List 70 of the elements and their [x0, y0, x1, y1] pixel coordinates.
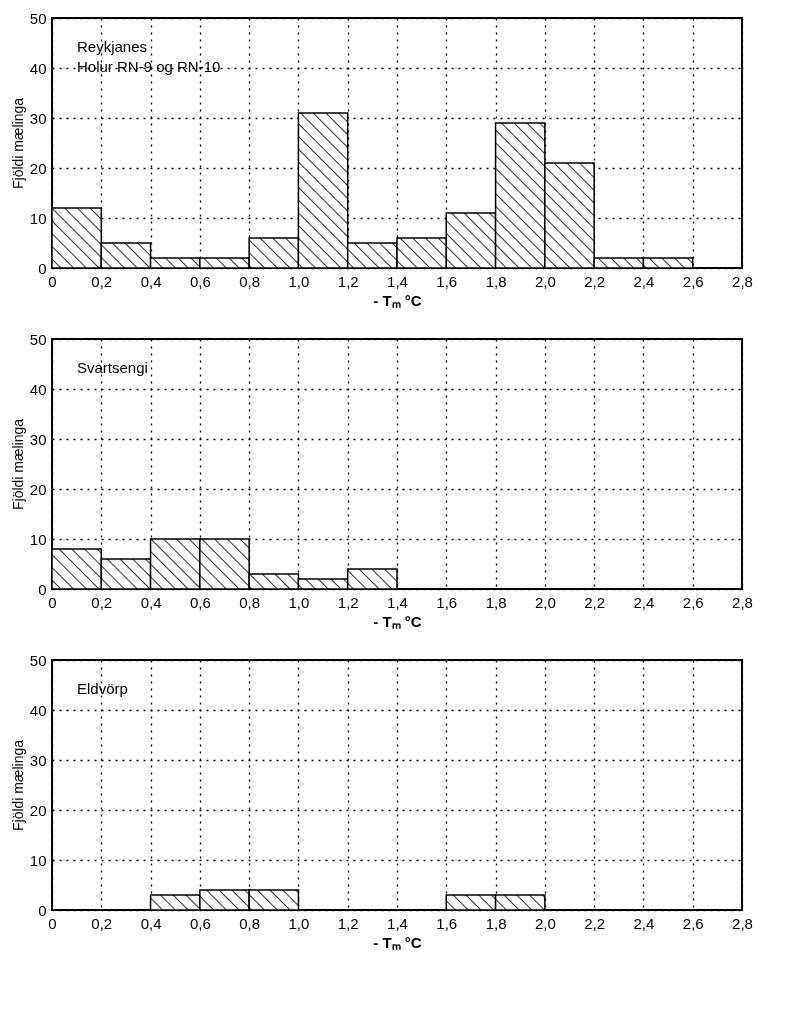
- x-tick-label: 2,6: [682, 593, 704, 611]
- x-tick-label: 2,4: [633, 914, 655, 932]
- y-tick-label: 50: [29, 330, 47, 348]
- x-tick-label: 1,8: [485, 593, 507, 611]
- y-tick-label: 40: [29, 380, 47, 398]
- x-tick-label: 1,6: [436, 272, 458, 290]
- x-tick-label: 0,8: [239, 914, 261, 932]
- x-tick-label: 1,2: [337, 593, 359, 611]
- x-tick-label: 1,6: [436, 593, 458, 611]
- x-tick-label: 0,4: [140, 914, 162, 932]
- y-tick-label: 40: [29, 701, 47, 719]
- x-tick-label: 2,2: [584, 593, 606, 611]
- x-tick-label: 1,4: [387, 914, 408, 932]
- x-tick-label: 2,6: [682, 914, 704, 932]
- x-tick-label: 2,2: [584, 914, 606, 932]
- annotation: Reykjanes: [77, 38, 148, 55]
- x-tick-label: 2,6: [682, 272, 704, 290]
- x-tick-label: 0,2: [91, 593, 113, 611]
- x-tick-label: 0,8: [239, 593, 261, 611]
- y-axis-title: Fjöldi mælinga: [9, 739, 26, 832]
- x-tick-label: 2,4: [633, 272, 655, 290]
- x-tick-label: 2,0: [534, 593, 556, 611]
- x-tick-label: 1,4: [387, 272, 408, 290]
- y-axis-title: Fjöldi mælinga: [9, 97, 26, 190]
- x-tick-label: 0,4: [140, 593, 162, 611]
- x-tick-label: 2,8: [732, 593, 753, 611]
- y-tick-label: 40: [29, 59, 47, 77]
- x-tick-label: 2,8: [732, 914, 753, 932]
- x-tick-label: 0,8: [239, 272, 261, 290]
- annotation: Eldvörp: [77, 680, 128, 697]
- y-tick-label: 10: [29, 851, 47, 869]
- y-tick-label: 0: [38, 259, 47, 277]
- y-tick-label: 20: [29, 480, 47, 498]
- y-tick-label: 20: [29, 801, 47, 819]
- y-tick-label: 20: [29, 159, 47, 177]
- y-tick-label: 10: [29, 209, 47, 227]
- x-tick-label: 1,0: [288, 914, 310, 932]
- x-axis-title: - Tₘ °C: [373, 933, 422, 951]
- x-tick-label: 0,4: [140, 272, 162, 290]
- x-axis-title: - Tₘ °C: [373, 291, 422, 309]
- y-tick-label: 0: [38, 580, 47, 598]
- x-tick-label: 2,8: [732, 272, 753, 290]
- x-tick-label: 2,2: [584, 272, 606, 290]
- x-tick-label: 0,6: [189, 272, 211, 290]
- x-tick-label: 0,6: [189, 593, 211, 611]
- x-tick-label: 1,2: [337, 914, 359, 932]
- x-tick-label: 2,0: [534, 272, 556, 290]
- y-tick-label: 50: [29, 651, 47, 669]
- x-tick-label: 1,8: [485, 272, 507, 290]
- x-tick-label: 1,4: [387, 593, 408, 611]
- y-tick-label: 30: [29, 109, 47, 127]
- x-tick-label: 1,6: [436, 914, 458, 932]
- x-tick-label: 0,2: [91, 272, 113, 290]
- x-tick-label: 1,2: [337, 272, 359, 290]
- x-tick-label: 0,6: [189, 914, 211, 932]
- y-axis-title: Fjöldi mælinga: [9, 418, 26, 511]
- y-tick-label: 30: [29, 430, 47, 448]
- annotation: Svartsengi: [77, 359, 148, 376]
- y-tick-label: 50: [29, 9, 47, 27]
- y-tick-label: 10: [29, 530, 47, 548]
- x-tick-label: 1,0: [288, 272, 310, 290]
- x-tick-label: 1,8: [485, 914, 507, 932]
- x-tick-label: 0,2: [91, 914, 113, 932]
- x-axis-title: - Tₘ °C: [373, 612, 422, 630]
- x-tick-label: 1,0: [288, 593, 310, 611]
- annotation: Holur RN-9 og RN-10: [77, 58, 221, 75]
- x-tick-label: 2,0: [534, 914, 556, 932]
- y-tick-label: 30: [29, 751, 47, 769]
- y-tick-label: 0: [38, 901, 47, 919]
- x-tick-label: 2,4: [633, 593, 655, 611]
